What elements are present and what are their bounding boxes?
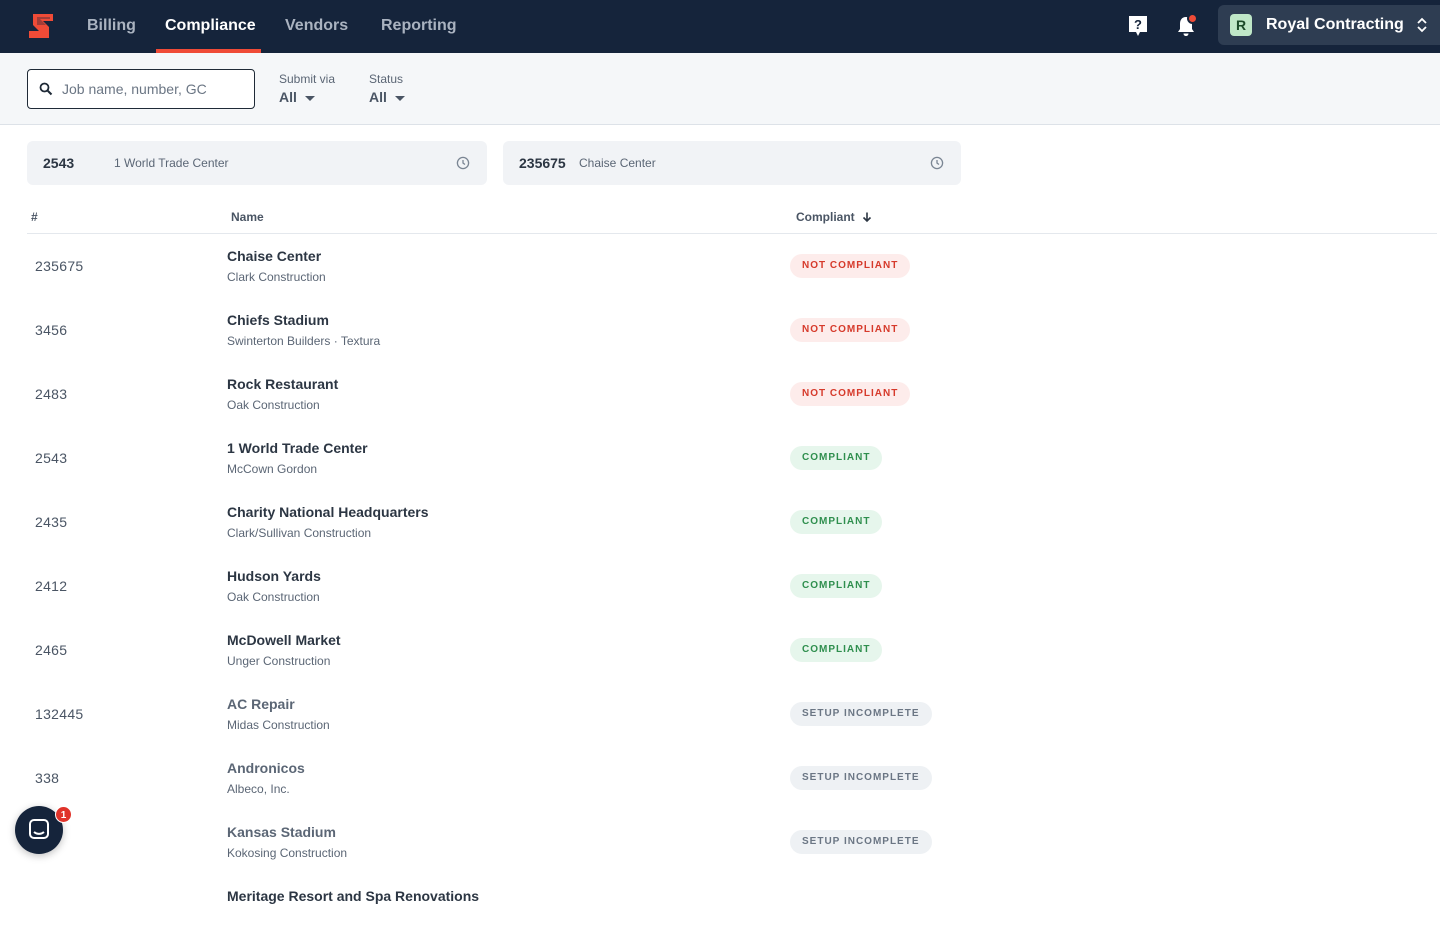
table-row[interactable]: 2412 Hudson Yards Oak Construction COMPLIAN… [27, 554, 1437, 618]
job-name: AC Repair [227, 696, 295, 712]
search-box[interactable] [27, 69, 255, 109]
chat-unread-badge: 1 [55, 806, 72, 823]
recent-project-name: Chaise Center [579, 156, 656, 170]
general-contractor: Unger Construction [227, 654, 331, 668]
job-name: Hudson Yards [227, 568, 321, 584]
job-number: 2483 [35, 386, 68, 402]
general-contractor: Albeco, Inc. [227, 782, 290, 796]
submit-via-dropdown[interactable]: All [279, 88, 335, 106]
status-badge: NOT COMPLIANT [790, 318, 911, 342]
search-icon [39, 82, 53, 96]
table-row[interactable]: 235675 Chaise Center Clark Construction NOT… [27, 234, 1437, 298]
sort-arrow-down-icon [862, 212, 872, 223]
chat-icon [29, 819, 49, 839]
column-header-compliant-label: Compliant [796, 210, 855, 224]
job-name: Rock Restaurant [227, 376, 339, 392]
company-name: Royal Contracting [1266, 16, 1404, 33]
status-badge: NOT COMPLIANT [790, 382, 911, 406]
general-contractor: Midas Construction [227, 718, 330, 732]
column-header-compliant[interactable]: Compliant [796, 210, 873, 224]
table-row[interactable]: 132445 AC Repair Midas Construction SETUP I… [27, 682, 1437, 746]
table-row[interactable]: 2465 McDowell Market Unger Construction COM… [27, 618, 1437, 682]
search-input[interactable] [62, 70, 248, 108]
column-header-name[interactable]: Name [231, 210, 264, 224]
status-filter[interactable]: Status All [369, 71, 405, 106]
top-nav-bar: Billing Compliance Vendors Reporting ? R… [0, 0, 1440, 53]
company-avatar: R [1230, 14, 1252, 36]
job-name: Chiefs Stadium [227, 312, 329, 328]
status-badge: SETUP INCOMPLETE [790, 766, 932, 790]
clock-icon [456, 156, 470, 170]
submit-via-filter[interactable]: Submit via All [279, 71, 335, 106]
status-badge: NOT COMPLIANT [790, 254, 911, 278]
company-switcher[interactable]: R Royal Contracting [1218, 5, 1440, 45]
nav-compliance[interactable]: Compliance [165, 17, 256, 34]
job-number: 235675 [35, 258, 84, 274]
svg-text:?: ? [1134, 17, 1142, 32]
table-row[interactable]: 2435 Charity National Headquarters Clark/S… [27, 490, 1437, 554]
caret-down-icon [304, 95, 315, 101]
active-tab-indicator [156, 49, 261, 53]
header-divider [27, 233, 1437, 234]
job-number: 3456 [35, 322, 68, 338]
status-badge: COMPLIANT [790, 446, 883, 470]
submit-via-label: Submit via [279, 72, 336, 86]
status-badge: COMPLIANT [790, 510, 883, 534]
job-number: 132445 [35, 706, 84, 722]
table-row[interactable]: 2543 1 World Trade Center McCown Gordon COM… [27, 426, 1437, 490]
table-row[interactable]: 3456 Chiefs Stadium Swinterton Builders · … [27, 298, 1437, 362]
nav-reporting[interactable]: Reporting [381, 17, 457, 34]
status-badge: SETUP INCOMPLETE [790, 702, 932, 726]
status-badge: COMPLIANT [790, 574, 883, 598]
general-contractor: Clark Construction [227, 270, 326, 284]
table-row[interactable]: 2483 Rock Restaurant Oak Construction NOT C… [27, 362, 1437, 426]
status-badge: COMPLIANT [790, 638, 883, 662]
sort-toggle-icon [1417, 17, 1427, 33]
column-header-number[interactable]: # [31, 210, 38, 224]
general-contractor: Kokosing Construction [227, 846, 348, 860]
recent-project-number: 2543 [43, 155, 75, 171]
recent-project-name: 1 World Trade Center [114, 156, 229, 170]
submit-via-value: All [279, 89, 297, 105]
clock-icon [930, 156, 944, 170]
job-name: Chaise Center [227, 248, 322, 264]
recent-project-card[interactable]: 235675 Chaise Center [503, 141, 961, 185]
status-badge: SETUP INCOMPLETE [790, 830, 932, 854]
general-contractor: Oak Construction [227, 398, 320, 412]
job-name: Meritage Resort and Spa Renovations [227, 888, 480, 904]
status-label: Status [369, 72, 404, 86]
general-contractor: McCown Gordon [227, 462, 318, 476]
recent-project-number: 235675 [519, 155, 566, 171]
general-contractor: Clark/Sullivan Construction [227, 526, 372, 540]
nav-billing[interactable]: Billing [87, 17, 136, 34]
general-contractor: Swinterton Builders · Textura [227, 334, 381, 348]
table-row[interactable]: Kansas Stadium Kokosing Construction SETUP… [27, 810, 1437, 874]
help-icon[interactable]: ? [1125, 13, 1151, 39]
general-contractor: Oak Construction [227, 590, 320, 604]
job-name: Charity National Headquarters [227, 504, 429, 520]
job-number: 338 [35, 770, 60, 786]
table-row[interactable]: Meritage Resort and Spa Renovations [27, 874, 1437, 938]
status-value: All [369, 89, 387, 105]
job-name: McDowell Market [227, 632, 341, 648]
status-dropdown[interactable]: All [369, 88, 405, 106]
caret-down-icon [394, 95, 405, 101]
job-name: Andronicos [227, 760, 305, 776]
logo-icon[interactable] [26, 11, 56, 41]
filter-bar: Submit via All Status All [0, 53, 1440, 125]
table-row[interactable]: 338 Andronicos Albeco, Inc. SETUP INCOMPLET… [27, 746, 1437, 810]
job-name: Kansas Stadium [227, 824, 336, 840]
job-number: 2543 [35, 450, 68, 466]
recent-project-card[interactable]: 2543 1 World Trade Center [27, 141, 487, 185]
job-name: 1 World Trade Center [227, 440, 368, 456]
nav-vendors[interactable]: Vendors [285, 17, 349, 34]
job-number: 2435 [35, 514, 68, 530]
notification-dot [1187, 13, 1198, 24]
job-number: 2465 [35, 642, 68, 658]
job-number: 2412 [35, 578, 68, 594]
